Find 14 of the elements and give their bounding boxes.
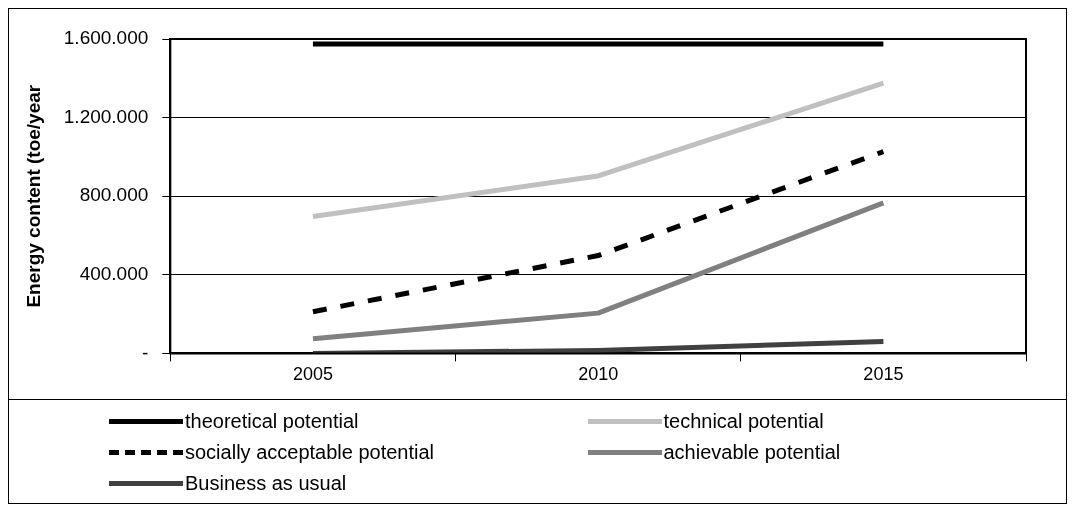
y-tick-label: 1.600.000 [63, 27, 149, 49]
y-axis-title: Energy content (toe/year [22, 84, 44, 308]
y-tick-label: 800.000 [79, 184, 149, 206]
x-tick-label: 2010 [578, 364, 619, 385]
legend-label: technical potential [663, 410, 824, 433]
x-tick-label: 2015 [863, 364, 904, 385]
legend-label: theoretical potential [185, 410, 359, 433]
legend-label: Business as usual [185, 472, 347, 495]
y-tick-label: 1.200.000 [63, 105, 149, 127]
legend-label: socially acceptable potential [185, 441, 435, 464]
x-tick-label: 2005 [292, 364, 333, 385]
legend-label: achievable potential [663, 441, 841, 464]
y-tick-label: - [142, 341, 149, 363]
y-tick-label: 400.000 [79, 263, 149, 285]
